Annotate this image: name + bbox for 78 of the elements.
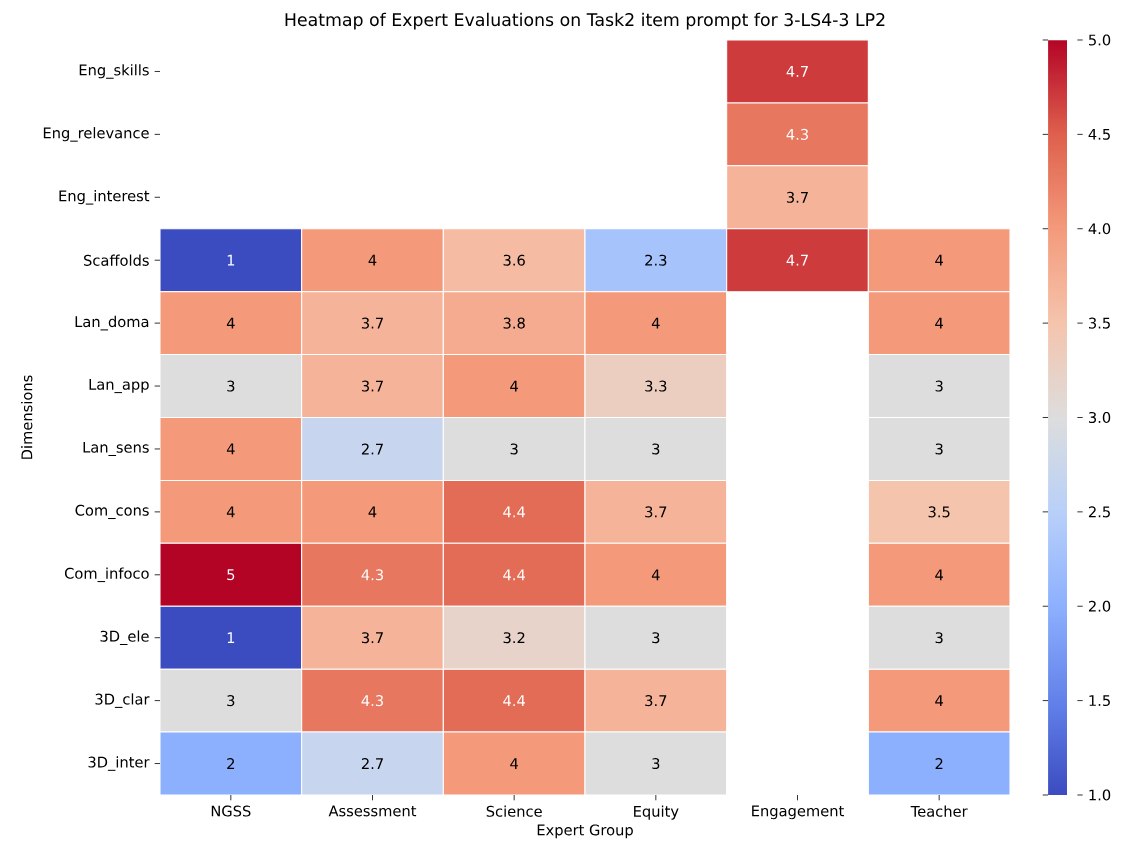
data-label: 2.7 xyxy=(361,758,383,769)
y-tick-label: Lan_app xyxy=(89,378,149,394)
data-label: 3 xyxy=(652,632,660,644)
x-tick-label: Equity xyxy=(634,805,679,820)
data-label: 3 xyxy=(227,380,235,392)
data-label: 4.4 xyxy=(503,695,526,706)
data-label: 2 xyxy=(935,758,943,769)
data-label: 4 xyxy=(651,317,660,329)
data-label: 3.7 xyxy=(361,380,383,392)
data-label: 4 xyxy=(935,254,944,266)
chart-title: Heatmap of Expert Evaluations on Task2 item prompt for 3-LS4-3 LP2 xyxy=(285,12,885,30)
y-tick-label: 3D_ele xyxy=(100,630,149,645)
data-label: 4 xyxy=(226,506,235,518)
data-label: 3.6 xyxy=(503,254,525,266)
color-bar-label: 4.5 xyxy=(1088,128,1110,140)
data-label: 3.7 xyxy=(361,632,383,644)
data-label: 4.7 xyxy=(786,254,808,266)
x-tick-label: Assessment xyxy=(328,805,417,817)
data-label: 1 xyxy=(227,632,235,644)
data-label: 1 xyxy=(227,254,235,266)
x-tick-label: Engagement xyxy=(752,805,844,820)
data-label: 3 xyxy=(652,443,660,455)
data-label: 4 xyxy=(935,317,944,329)
data-label: 2.7 xyxy=(361,443,383,455)
y-axis-title: Dimensions xyxy=(21,375,33,459)
color-bar-label: 2.5 xyxy=(1088,506,1110,518)
color-bar-label: 3.5 xyxy=(1088,317,1110,329)
data-label: 3.7 xyxy=(645,695,667,707)
data-label: 3 xyxy=(935,443,943,455)
data-label: 3.8 xyxy=(503,317,525,329)
y-tick-label: Com_infoco xyxy=(64,567,149,583)
x-tick-label: Teacher xyxy=(910,805,968,817)
data-label: 3.7 xyxy=(786,191,808,203)
data-label: 3 xyxy=(652,758,660,770)
y-tick-label: Eng_interest xyxy=(59,189,150,205)
color-bar-label: 4.0 xyxy=(1088,223,1111,235)
x-tick-label: Science xyxy=(486,805,542,817)
data-label: 4 xyxy=(935,695,944,706)
y-tick-label: Lan_doma xyxy=(75,315,149,331)
color-bar-label: 1.0 xyxy=(1089,789,1111,801)
data-label: 3.2 xyxy=(503,632,525,644)
data-label: 4.3 xyxy=(361,569,383,581)
y-tick-label: Com_cons xyxy=(75,504,149,520)
data-label: 4 xyxy=(510,380,519,392)
data-label: 4.3 xyxy=(361,695,383,707)
data-label: 3 xyxy=(227,695,235,707)
y-tick-label: Eng_skills xyxy=(79,64,149,79)
color-bar-label: 1.5 xyxy=(1089,695,1110,707)
data-label: 3 xyxy=(935,380,943,392)
data-label: 4 xyxy=(226,443,235,455)
data-label: 4 xyxy=(651,569,660,581)
color-bar-label: 5.0 xyxy=(1089,34,1111,46)
data-label: 4.4 xyxy=(503,506,526,518)
data-label: 3.5 xyxy=(928,506,950,518)
y-tick-label: Scaffolds xyxy=(84,254,149,266)
data-label: 4 xyxy=(226,317,235,329)
y-tick-label: 3D_inter xyxy=(88,756,150,771)
data-label: 2 xyxy=(227,758,235,769)
y-tick-label: 3D_clar xyxy=(95,693,150,708)
x-axis-title: Expert Group xyxy=(537,824,633,839)
color-bar-label: 2.0 xyxy=(1088,600,1111,612)
data-label: 3.7 xyxy=(361,317,383,329)
x-tick-label: NGSS xyxy=(211,805,251,817)
y-tick-label: Eng_relevance xyxy=(43,127,149,142)
data-label: 2.3 xyxy=(645,254,667,266)
data-label: 4.4 xyxy=(503,569,526,581)
data-label: 5 xyxy=(227,569,235,581)
y-tick-label: Lan_sens xyxy=(83,441,149,457)
data-label: 3 xyxy=(935,632,943,644)
data-label: 3 xyxy=(510,443,518,455)
data-label: 4.7 xyxy=(786,66,808,77)
data-label: 3.3 xyxy=(645,380,667,392)
data-label: 4.3 xyxy=(786,128,808,140)
data-label: 4 xyxy=(368,254,377,266)
color-bar-label: 3.0 xyxy=(1088,411,1111,424)
data-label: 4 xyxy=(510,758,519,769)
data-label: 3.7 xyxy=(645,506,667,518)
data-label: 4 xyxy=(368,506,377,518)
